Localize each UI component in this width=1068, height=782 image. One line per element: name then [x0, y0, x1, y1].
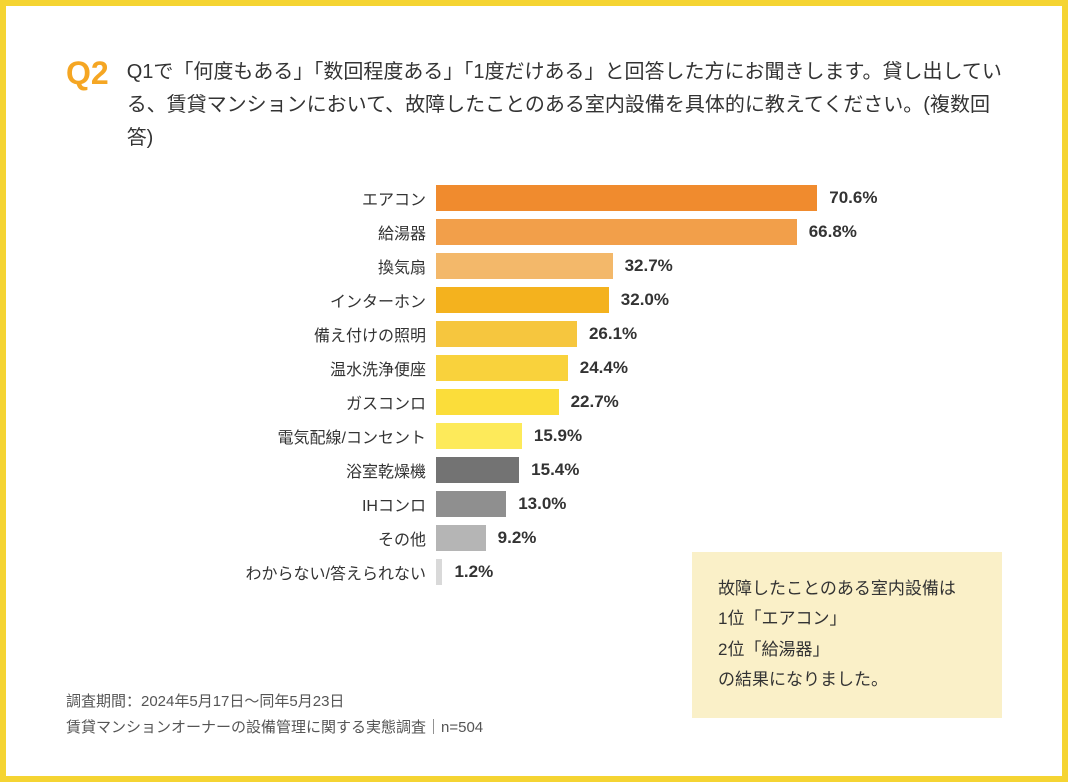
- survey-period: 調査期間：2024年5月17日～同年5月23日: [66, 689, 483, 715]
- bar: [436, 389, 559, 415]
- survey-source: 賃貸マンションオーナーの設備管理に関する実態調査｜n=504: [66, 715, 483, 741]
- bar: [436, 355, 568, 381]
- value-label: 24.4%: [568, 355, 628, 381]
- value-label: 22.7%: [559, 389, 619, 415]
- bar-track: 22.7%: [436, 389, 1002, 415]
- summary-callout: 故障したことのある室内設備は1位「エアコン」2位「給湯器」の結果になりました。: [692, 552, 1002, 718]
- bar: [436, 423, 522, 449]
- bar-track: 32.0%: [436, 287, 1002, 313]
- chart-row: その他 9.2%: [236, 523, 1002, 553]
- category-label: 温水洗浄便座: [236, 356, 436, 380]
- value-label: 1.2%: [442, 559, 493, 585]
- category-label: その他: [236, 526, 436, 550]
- callout-line: 2位「給湯器」: [718, 635, 976, 666]
- chart-frame: Q2 Q1で「何度もある」「数回程度ある」「1度だけある」と回答した方にお聞きし…: [0, 0, 1068, 782]
- category-label: インターホン: [236, 288, 436, 312]
- chart-row: ガスコンロ 22.7%: [236, 387, 1002, 417]
- value-label: 66.8%: [797, 219, 857, 245]
- chart-row: エアコン 70.6%: [236, 183, 1002, 213]
- category-label: IHコンロ: [236, 492, 436, 516]
- bar-track: 13.0%: [436, 491, 1002, 517]
- value-label: 70.6%: [817, 185, 877, 211]
- question-text: Q1で「何度もある」「数回程度ある」「1度だけある」と回答した方にお聞きします。…: [127, 56, 1002, 155]
- chart-row: 換気扇 32.7%: [236, 251, 1002, 281]
- bar: [436, 491, 506, 517]
- bar-track: 9.2%: [436, 525, 1002, 551]
- category-label: エアコン: [236, 186, 436, 210]
- question-number: Q2: [66, 56, 109, 91]
- category-label: 給湯器: [236, 220, 436, 244]
- callout-line: の結果になりました。: [718, 665, 976, 696]
- category-label: 電気配線/コンセント: [236, 424, 436, 448]
- category-label: わからない/答えられない: [236, 560, 436, 584]
- chart-row: 電気配線/コンセント 15.9%: [236, 421, 1002, 451]
- category-label: 浴室乾燥機: [236, 458, 436, 482]
- category-label: ガスコンロ: [236, 390, 436, 414]
- value-label: 15.9%: [522, 423, 582, 449]
- value-label: 26.1%: [577, 321, 637, 347]
- bar-track: 66.8%: [436, 219, 1002, 245]
- value-label: 32.7%: [613, 253, 673, 279]
- bar-chart: エアコン 70.6% 給湯器 66.8% 換気扇 32.7% インターホン 32.0% 備え付け…: [236, 183, 1002, 587]
- chart-row: 温水洗浄便座 24.4%: [236, 353, 1002, 383]
- category-label: 備え付けの照明: [236, 322, 436, 346]
- bar: [436, 185, 817, 211]
- bar-track: 15.9%: [436, 423, 1002, 449]
- category-label: 換気扇: [236, 254, 436, 278]
- bar: [436, 219, 797, 245]
- bar-track: 70.6%: [436, 185, 1002, 211]
- bar: [436, 321, 577, 347]
- header: Q2 Q1で「何度もある」「数回程度ある」「1度だけある」と回答した方にお聞きし…: [66, 56, 1002, 155]
- callout-line: 1位「エアコン」: [718, 604, 976, 635]
- bar: [436, 287, 609, 313]
- bar-track: 32.7%: [436, 253, 1002, 279]
- value-label: 15.4%: [519, 457, 579, 483]
- chart-row: IHコンロ 13.0%: [236, 489, 1002, 519]
- chart-row: インターホン 32.0%: [236, 285, 1002, 315]
- bar-track: 24.4%: [436, 355, 1002, 381]
- chart-row: 給湯器 66.8%: [236, 217, 1002, 247]
- value-label: 9.2%: [486, 525, 537, 551]
- value-label: 13.0%: [506, 491, 566, 517]
- callout-line: 故障したことのある室内設備は: [718, 574, 976, 605]
- value-label: 32.0%: [609, 287, 669, 313]
- chart-row: 浴室乾燥機 15.4%: [236, 455, 1002, 485]
- bar-track: 15.4%: [436, 457, 1002, 483]
- footer-notes: 調査期間：2024年5月17日～同年5月23日 賃貸マンションオーナーの設備管理…: [66, 689, 483, 740]
- bar: [436, 457, 519, 483]
- bar: [436, 253, 613, 279]
- chart-row: 備え付けの照明 26.1%: [236, 319, 1002, 349]
- bar: [436, 525, 486, 551]
- bar-track: 26.1%: [436, 321, 1002, 347]
